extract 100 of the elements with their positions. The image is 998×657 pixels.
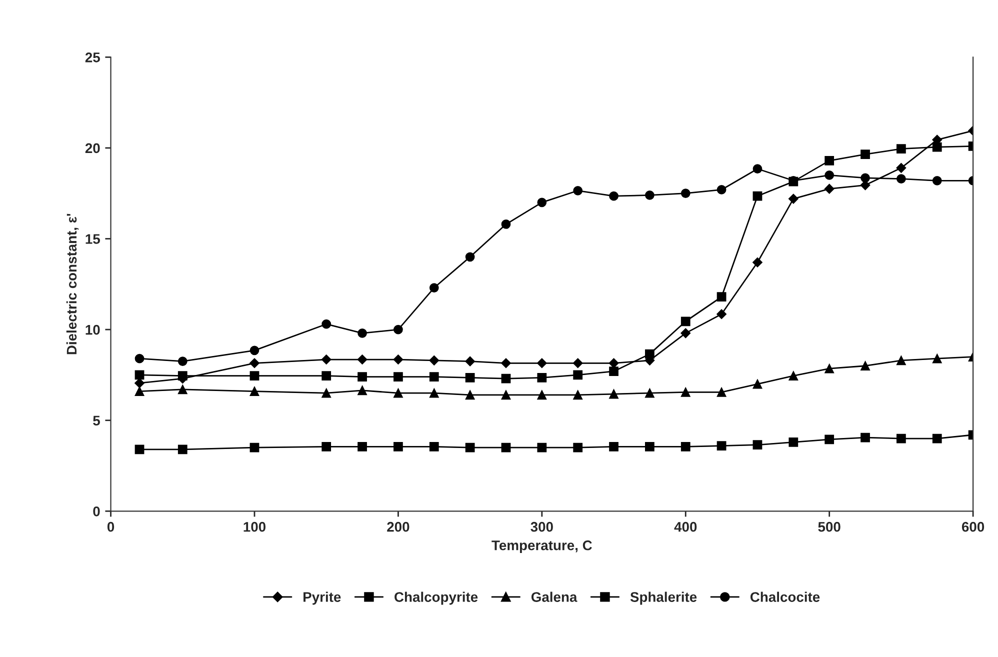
point <box>824 434 834 444</box>
point <box>465 252 475 262</box>
point <box>716 309 726 320</box>
point <box>896 144 906 154</box>
y-tick-label: 25 <box>85 52 100 62</box>
point <box>645 442 654 452</box>
point <box>896 434 906 444</box>
point <box>429 372 439 382</box>
point <box>393 354 404 364</box>
point <box>680 442 690 452</box>
point <box>680 388 690 397</box>
point <box>680 316 690 326</box>
point <box>322 442 332 452</box>
x-tick-label: 500 <box>818 522 840 532</box>
point <box>394 324 403 334</box>
x-axis-title: Temperature, C <box>492 540 592 554</box>
point <box>537 442 547 452</box>
point <box>896 174 906 184</box>
point <box>609 366 618 376</box>
point <box>860 150 870 159</box>
point <box>465 442 475 452</box>
point <box>465 390 475 400</box>
point <box>394 388 403 398</box>
point <box>932 176 942 186</box>
point <box>178 371 188 381</box>
point <box>572 358 583 368</box>
x-tick-label: 600 <box>962 522 984 532</box>
point <box>788 371 798 381</box>
point <box>752 191 762 201</box>
point <box>860 432 870 442</box>
point <box>178 384 188 394</box>
point <box>716 185 726 194</box>
point <box>645 388 654 398</box>
x-tick-label: 400 <box>674 522 697 532</box>
point <box>322 388 332 398</box>
y-axis-title: Dielectric constant, ε' <box>66 214 79 354</box>
point <box>680 328 691 338</box>
point <box>429 442 439 452</box>
point <box>573 186 583 196</box>
point <box>134 444 144 454</box>
point <box>824 156 834 166</box>
point <box>860 173 870 183</box>
point <box>788 437 798 447</box>
point <box>788 194 798 204</box>
point <box>932 434 942 444</box>
point <box>322 319 332 329</box>
point <box>322 371 332 381</box>
point <box>501 442 511 452</box>
legend-label: Chalcocite <box>750 592 820 602</box>
point <box>896 356 906 366</box>
point <box>860 361 870 371</box>
point <box>824 170 834 180</box>
point <box>134 354 144 364</box>
point <box>716 292 726 302</box>
point <box>752 379 762 389</box>
legend-label: Pyrite <box>304 592 341 605</box>
point <box>537 390 547 400</box>
point <box>134 370 144 380</box>
x-tick-label: 300 <box>530 522 553 532</box>
point <box>358 386 367 396</box>
legend-label: Chalcopyrite <box>394 592 478 605</box>
point <box>178 356 188 366</box>
point <box>573 370 583 380</box>
point <box>394 442 403 452</box>
point <box>716 441 726 450</box>
point <box>250 358 260 368</box>
point <box>429 283 439 292</box>
point <box>501 358 511 368</box>
point <box>609 442 618 452</box>
point <box>250 442 260 452</box>
point <box>932 354 942 364</box>
point <box>537 198 547 208</box>
point <box>536 358 547 368</box>
point <box>752 440 762 450</box>
legend-label: Galena <box>531 592 578 602</box>
point <box>645 349 654 359</box>
point <box>752 257 762 268</box>
point <box>134 378 144 388</box>
point <box>608 358 619 368</box>
point <box>645 190 654 200</box>
point <box>358 372 367 382</box>
point <box>250 386 260 396</box>
point <box>752 164 762 174</box>
point <box>501 220 511 229</box>
y-tick-label: 10 <box>86 324 100 335</box>
x-tick-label: 200 <box>387 522 410 532</box>
point <box>896 162 906 173</box>
legend-label: Sphalerite <box>630 592 697 605</box>
point <box>537 372 547 382</box>
y-tick-label: 15 <box>86 234 100 244</box>
point <box>465 356 475 366</box>
point <box>357 354 368 364</box>
point <box>429 388 439 398</box>
point <box>824 364 834 374</box>
x-tick-label: 0 <box>107 522 114 532</box>
point <box>932 142 942 152</box>
point <box>609 191 618 201</box>
y-tick-label: 5 <box>93 416 100 426</box>
point <box>178 444 188 454</box>
point <box>250 346 260 356</box>
